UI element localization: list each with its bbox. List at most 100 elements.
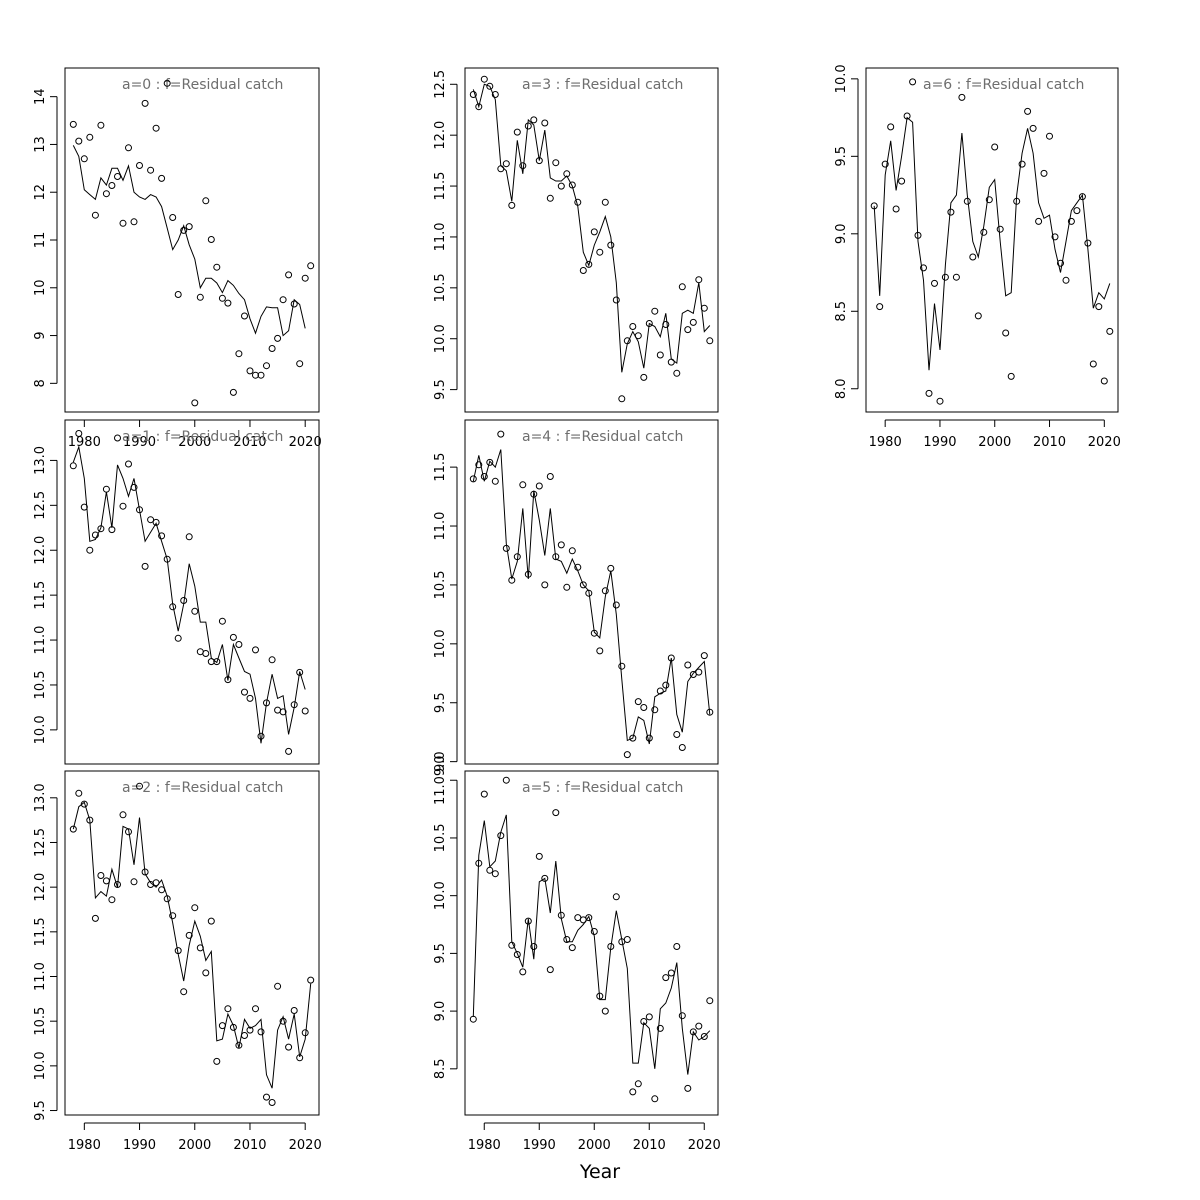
y-tick-label: 10.0 [433, 629, 448, 658]
y-tick-label: 9.0 [834, 223, 849, 244]
observation-point [706, 337, 714, 345]
observation-point [480, 790, 488, 798]
observation-point [667, 654, 675, 662]
observation-point [119, 811, 127, 819]
y-tick-label: 14 [33, 88, 48, 105]
observation-point [475, 461, 483, 469]
observation-point [114, 434, 121, 442]
observation-point [700, 1033, 708, 1040]
observation-point [656, 1024, 664, 1032]
y-tick-label: 10.0 [33, 1051, 48, 1080]
y-tick-label: 11.5 [433, 172, 448, 201]
observation-point [141, 868, 149, 876]
x-tick-label: 2000 [178, 1138, 211, 1153]
observation-point [97, 121, 105, 129]
observation-point [695, 1022, 703, 1030]
observation-point [557, 541, 565, 549]
observation-point [870, 202, 878, 210]
observation-point [263, 362, 270, 370]
observation-point [274, 334, 282, 342]
observation-point [607, 564, 615, 572]
observation-point [185, 533, 193, 541]
observation-point [108, 182, 116, 189]
observation-point [279, 708, 287, 716]
fitted-line [72, 444, 306, 744]
observation-point [130, 878, 138, 886]
observation-point [152, 124, 160, 132]
observation-point [169, 603, 177, 611]
observation-point [191, 904, 199, 912]
observation-point [102, 485, 110, 493]
observation-point [263, 699, 270, 707]
observation-point [623, 337, 631, 345]
observation-point [235, 350, 243, 358]
observation-point [147, 516, 155, 524]
observation-point [290, 701, 298, 709]
observation-point [114, 881, 121, 888]
y-tick-label: 9.5 [433, 943, 448, 964]
observation-point [218, 1022, 226, 1030]
y-tick-label: 12 [33, 184, 48, 201]
observation-point [585, 260, 593, 268]
observation-point [673, 369, 681, 377]
observation-point [1018, 160, 1026, 168]
observation-point [136, 506, 143, 514]
panel-title: a=6 : f=Residual catch [923, 77, 1084, 93]
y-tick-label: 12.0 [433, 121, 448, 150]
observation-point [158, 532, 166, 540]
observation-point [574, 198, 582, 206]
observation-point [673, 731, 681, 738]
x-tick-label: 1980 [869, 435, 902, 450]
y-tick-label: 9 [33, 331, 48, 339]
observation-point [996, 225, 1004, 233]
observation-point [130, 218, 138, 226]
observation-point [563, 170, 571, 178]
observation-point [947, 208, 955, 216]
observation-point [508, 576, 516, 584]
observation-point [301, 707, 309, 715]
observation-point [307, 262, 315, 270]
observation-point [596, 647, 604, 655]
panel-0: a=0 : f=Residual catch 8 9 10 11 12 13 14 1980 19… [33, 67, 322, 450]
observation-point [97, 872, 105, 879]
observation-point [257, 371, 265, 379]
y-tick-label: 8.5 [834, 301, 849, 322]
observation-point [925, 389, 933, 397]
observation-point [684, 1084, 692, 1092]
observation-point [1013, 197, 1021, 205]
observation-point [86, 816, 94, 824]
x-tick-label: 1990 [123, 435, 156, 450]
observation-point [91, 531, 99, 539]
observation-point [590, 928, 598, 935]
observation-point [535, 157, 543, 165]
observation-point [535, 482, 543, 490]
observation-point [519, 968, 527, 976]
observation-point [469, 91, 477, 98]
y-tick-label: 11.5 [33, 581, 48, 610]
observation-point [290, 300, 298, 308]
fitted-line [72, 145, 306, 337]
observation-point [684, 661, 692, 669]
observation-point [158, 886, 166, 894]
observation-point [612, 296, 620, 304]
observation-point [497, 832, 505, 840]
y-tick-label: 12.5 [33, 828, 48, 857]
observation-point [301, 1029, 309, 1037]
observation-point [213, 658, 221, 666]
observation-point [695, 668, 703, 676]
y-tick-label: 10 [33, 280, 48, 297]
panel-2: a=6 : f=Residual catch 8.0 8.5 9.0 9.5 10.0 19… [834, 64, 1121, 450]
observation-point [469, 475, 477, 483]
observation-point [612, 601, 620, 609]
observation-point [268, 1099, 276, 1106]
observation-point [235, 641, 243, 648]
observation-point [667, 358, 675, 366]
observation-point [1051, 233, 1059, 241]
observation-point [931, 279, 938, 287]
x-tick-label: 2010 [233, 1138, 266, 1153]
observation-point [662, 974, 670, 982]
y-tick-label: 12.5 [433, 70, 448, 99]
observation-point [1100, 377, 1108, 385]
observation-point [202, 197, 210, 205]
observation-point [497, 165, 505, 173]
